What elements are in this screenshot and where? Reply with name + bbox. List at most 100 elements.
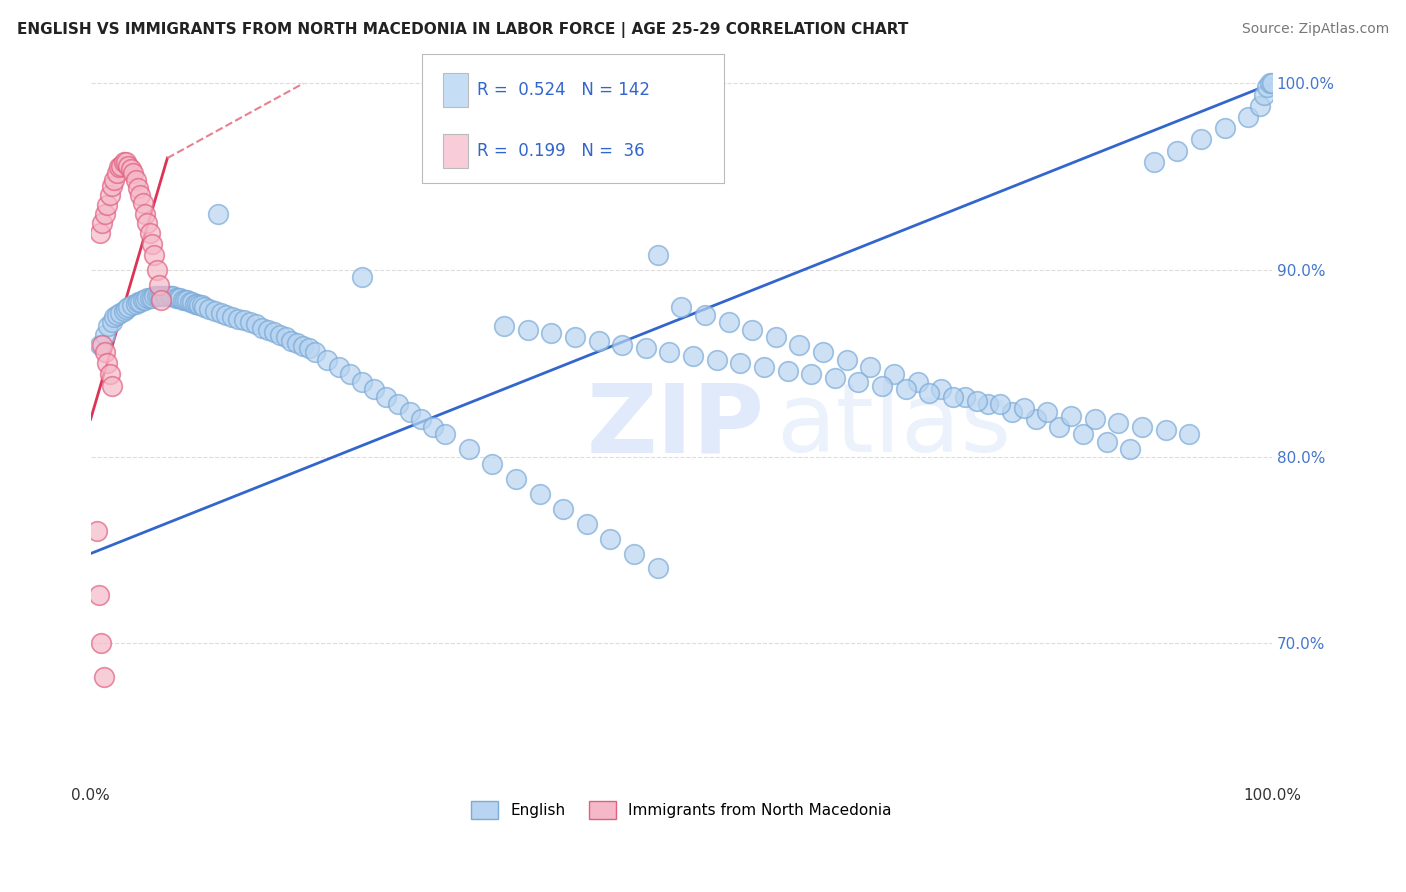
Point [190,298,212,312]
Point [1036,405,1059,419]
Point [169,291,191,305]
Point [136,291,159,305]
Point [1143,154,1166,169]
Point [124,173,146,187]
Point [98,368,121,382]
Legend: English, Immigrants from North Macedonia: English, Immigrants from North Macedonia [464,795,898,825]
Point [1119,442,1142,456]
Point [157,289,180,303]
Point [494,318,516,333]
Point [150,289,173,303]
Point [162,289,184,303]
Point [575,516,598,531]
Point [352,375,374,389]
Point [859,359,882,374]
Point [127,181,149,195]
Point [374,390,396,404]
Point [280,334,302,348]
Point [172,293,194,307]
Text: atlas: atlas [776,379,1011,472]
Point [207,207,229,221]
Point [411,412,433,426]
Point [131,195,153,210]
Point [209,306,232,320]
Point [1256,80,1278,95]
Point [717,315,740,329]
Point [1084,412,1107,426]
Point [1071,427,1094,442]
Point [564,330,586,344]
Point [1237,110,1260,124]
Point [91,337,114,351]
Point [1095,434,1118,449]
Point [120,162,142,177]
Point [136,216,159,230]
Point [134,207,156,221]
Point [101,315,124,329]
Point [90,636,112,650]
Point [894,383,917,397]
Point [953,390,976,404]
Point [1261,77,1284,91]
Point [588,334,610,348]
Point [96,356,118,370]
Point [328,359,350,374]
Point [671,301,693,315]
Point [304,345,326,359]
Point [553,501,575,516]
Point [197,302,219,317]
Point [1012,401,1035,415]
Point [1253,87,1275,102]
Point [204,304,226,318]
Point [165,291,187,305]
Point [129,188,152,202]
Point [167,291,190,305]
Point [193,301,215,315]
Point [117,301,139,315]
Point [174,293,197,307]
Point [94,207,117,221]
Point [150,293,173,307]
Point [94,345,117,359]
Point [87,588,110,602]
Point [765,330,787,344]
Point [1107,416,1129,430]
Point [285,335,308,350]
Point [352,270,374,285]
Point [706,352,728,367]
Point [800,368,823,382]
Point [647,248,669,262]
Point [647,561,669,575]
Point [693,308,716,322]
Point [93,670,115,684]
Point [883,368,905,382]
Point [124,296,146,310]
Point [387,397,409,411]
Point [741,323,763,337]
Point [112,154,135,169]
Point [188,298,211,312]
Point [103,310,125,324]
Point [103,173,125,187]
Point [186,296,208,310]
Point [505,472,527,486]
Point [1189,132,1212,146]
Point [179,294,201,309]
Text: R =  0.524   N = 142: R = 0.524 N = 142 [477,81,650,99]
Point [155,289,177,303]
Point [245,317,267,331]
Point [540,326,562,341]
Point [129,294,152,309]
Point [127,294,149,309]
Point [141,291,163,305]
Point [298,342,321,356]
Point [1249,99,1271,113]
Point [363,383,385,397]
Point [143,289,166,303]
Point [658,345,681,359]
Point [138,226,160,240]
Point [730,356,752,370]
Text: ZIP: ZIP [586,379,765,472]
Point [122,166,145,180]
Point [1001,405,1024,419]
